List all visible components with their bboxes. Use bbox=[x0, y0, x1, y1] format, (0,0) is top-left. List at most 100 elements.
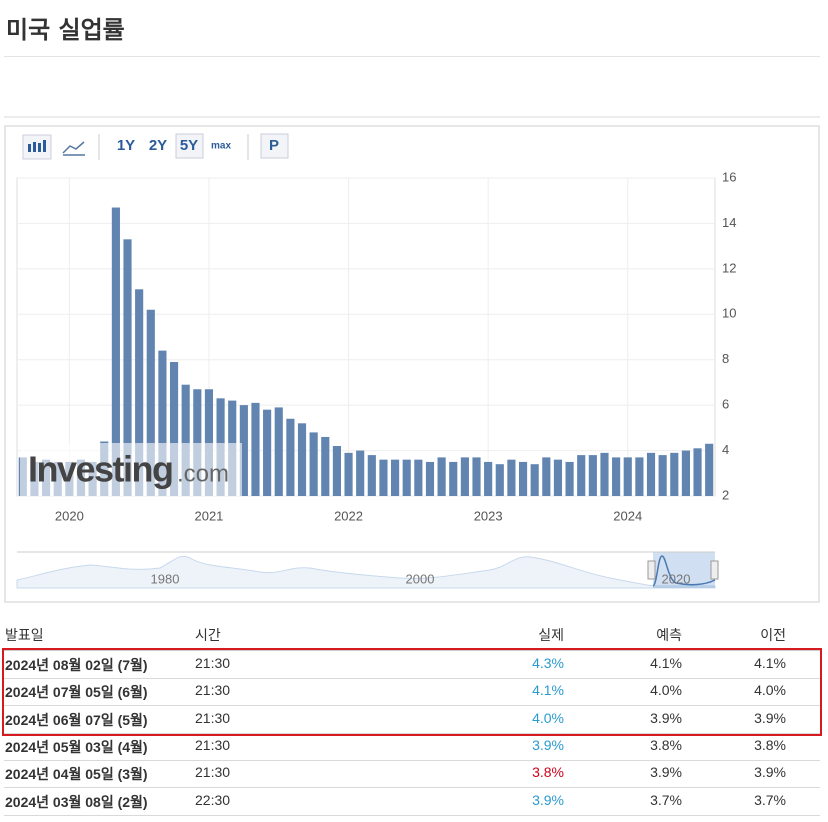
bar bbox=[344, 452, 353, 496]
bar bbox=[588, 455, 597, 496]
table-cell: 4.3% bbox=[532, 655, 564, 671]
table-cell: 3.9% bbox=[650, 764, 682, 781]
bar bbox=[111, 207, 120, 496]
bar bbox=[484, 461, 493, 496]
bar bbox=[356, 450, 365, 496]
table-cell: 21:30 bbox=[195, 709, 231, 726]
bar bbox=[646, 452, 656, 496]
table-cell: 4.0% bbox=[532, 709, 564, 726]
table-cell: 2024년 05월 03일 (4월) bbox=[5, 738, 148, 755]
row-line bbox=[4, 759, 820, 761]
table-header: 이전 bbox=[760, 627, 786, 643]
table-cell: 3.9% bbox=[532, 791, 564, 808]
navigator-line bbox=[652, 555, 716, 587]
table-cell: 3.7% bbox=[650, 791, 682, 808]
bar bbox=[309, 432, 318, 496]
y-tick-label: 10 bbox=[722, 306, 736, 321]
table-cell: 21:30 bbox=[195, 655, 231, 671]
y-tick-label: 4 bbox=[722, 442, 729, 457]
x-tick-label: 2022 bbox=[334, 508, 363, 523]
row-line bbox=[4, 787, 820, 789]
bar bbox=[193, 389, 202, 496]
range-button[interactable]: max bbox=[211, 141, 231, 152]
bar bbox=[612, 457, 621, 496]
table-cell: 2024년 06월 07일 (5월) bbox=[5, 711, 148, 728]
bar bbox=[495, 464, 504, 496]
navigator-handle[interactable] bbox=[647, 560, 656, 580]
bar bbox=[577, 455, 586, 496]
bar bbox=[263, 409, 272, 496]
range-button[interactable]: 5Y bbox=[180, 137, 198, 154]
table-cell: 2024년 08월 02일 (7월) bbox=[5, 657, 148, 673]
range-button[interactable]: 1Y bbox=[117, 137, 135, 154]
chart: 1Y 2Y 5Y max P 2 4 6 8 10 12 14 16 2020 2021 2022 2023 20… bbox=[4, 125, 820, 603]
table-cell: 3.9% bbox=[532, 736, 564, 753]
line-chart-button[interactable] bbox=[62, 141, 85, 156]
bar bbox=[530, 464, 539, 496]
table-cell: 3.8% bbox=[754, 736, 786, 753]
bar bbox=[693, 448, 702, 496]
y-tick-label: 14 bbox=[722, 215, 736, 230]
table-header: 발표일 bbox=[5, 627, 44, 643]
table-header: 실제 bbox=[538, 627, 564, 643]
bar bbox=[565, 461, 574, 496]
bar bbox=[658, 455, 667, 496]
row-line bbox=[4, 732, 820, 734]
bar bbox=[204, 389, 214, 496]
row-line bbox=[4, 705, 820, 707]
table-cell: 4.1% bbox=[650, 655, 682, 671]
bar bbox=[402, 459, 411, 496]
x-tick-label: 2020 bbox=[55, 508, 84, 523]
bar-chart-button[interactable] bbox=[22, 134, 52, 160]
selected-range-box bbox=[175, 133, 204, 159]
table-cell: 3.9% bbox=[650, 709, 682, 726]
y-tick-label: 8 bbox=[722, 351, 729, 366]
bar bbox=[158, 350, 167, 496]
divider bbox=[4, 56, 820, 57]
y-tick-label: 2 bbox=[722, 487, 729, 502]
table-cell: 4.1% bbox=[532, 682, 564, 699]
bar bbox=[670, 452, 679, 496]
navigator-label: 2000 bbox=[406, 571, 435, 586]
navigator-handle[interactable] bbox=[710, 560, 719, 580]
print-box bbox=[260, 133, 289, 159]
table-cell: 4.0% bbox=[650, 682, 682, 699]
table-cell: 2024년 07월 05일 (6월) bbox=[5, 684, 148, 701]
table-cell: 2024년 04월 05일 (3월) bbox=[5, 766, 148, 783]
bar bbox=[542, 457, 551, 496]
table-cell: 3.8% bbox=[532, 764, 564, 781]
bar bbox=[251, 402, 260, 496]
bar bbox=[681, 450, 690, 496]
range-button[interactable]: 2Y bbox=[149, 137, 167, 154]
bar bbox=[169, 361, 179, 496]
bar bbox=[274, 407, 283, 496]
bar bbox=[518, 461, 528, 496]
divider bbox=[4, 116, 820, 118]
table-cell: 22:30 bbox=[195, 791, 231, 808]
table-cell: 21:30 bbox=[195, 736, 231, 753]
bar bbox=[379, 459, 388, 496]
table-cell: 21:30 bbox=[195, 764, 231, 781]
y-tick-label: 12 bbox=[722, 260, 736, 275]
navigator-label: 2020 bbox=[662, 571, 691, 586]
navigator-label: 1980 bbox=[151, 571, 180, 586]
bar bbox=[635, 457, 644, 496]
range-button[interactable]: P bbox=[269, 137, 279, 154]
y-tick-label: 6 bbox=[722, 397, 729, 412]
table-cell: 4.0% bbox=[754, 682, 786, 699]
row-line bbox=[4, 678, 820, 679]
table-cell: 3.9% bbox=[754, 764, 786, 781]
bar bbox=[135, 289, 144, 496]
navigator-area bbox=[16, 555, 716, 589]
watermark-brand: Investing bbox=[28, 449, 173, 490]
bar bbox=[332, 446, 341, 496]
table-cell: 3.9% bbox=[754, 709, 786, 726]
bar bbox=[321, 436, 330, 496]
watermark-suffix: .com bbox=[177, 460, 229, 487]
bar bbox=[460, 457, 469, 496]
table-cell: 3.7% bbox=[754, 791, 786, 808]
row-line bbox=[4, 814, 820, 816]
bar bbox=[286, 418, 295, 496]
bar bbox=[367, 455, 376, 496]
